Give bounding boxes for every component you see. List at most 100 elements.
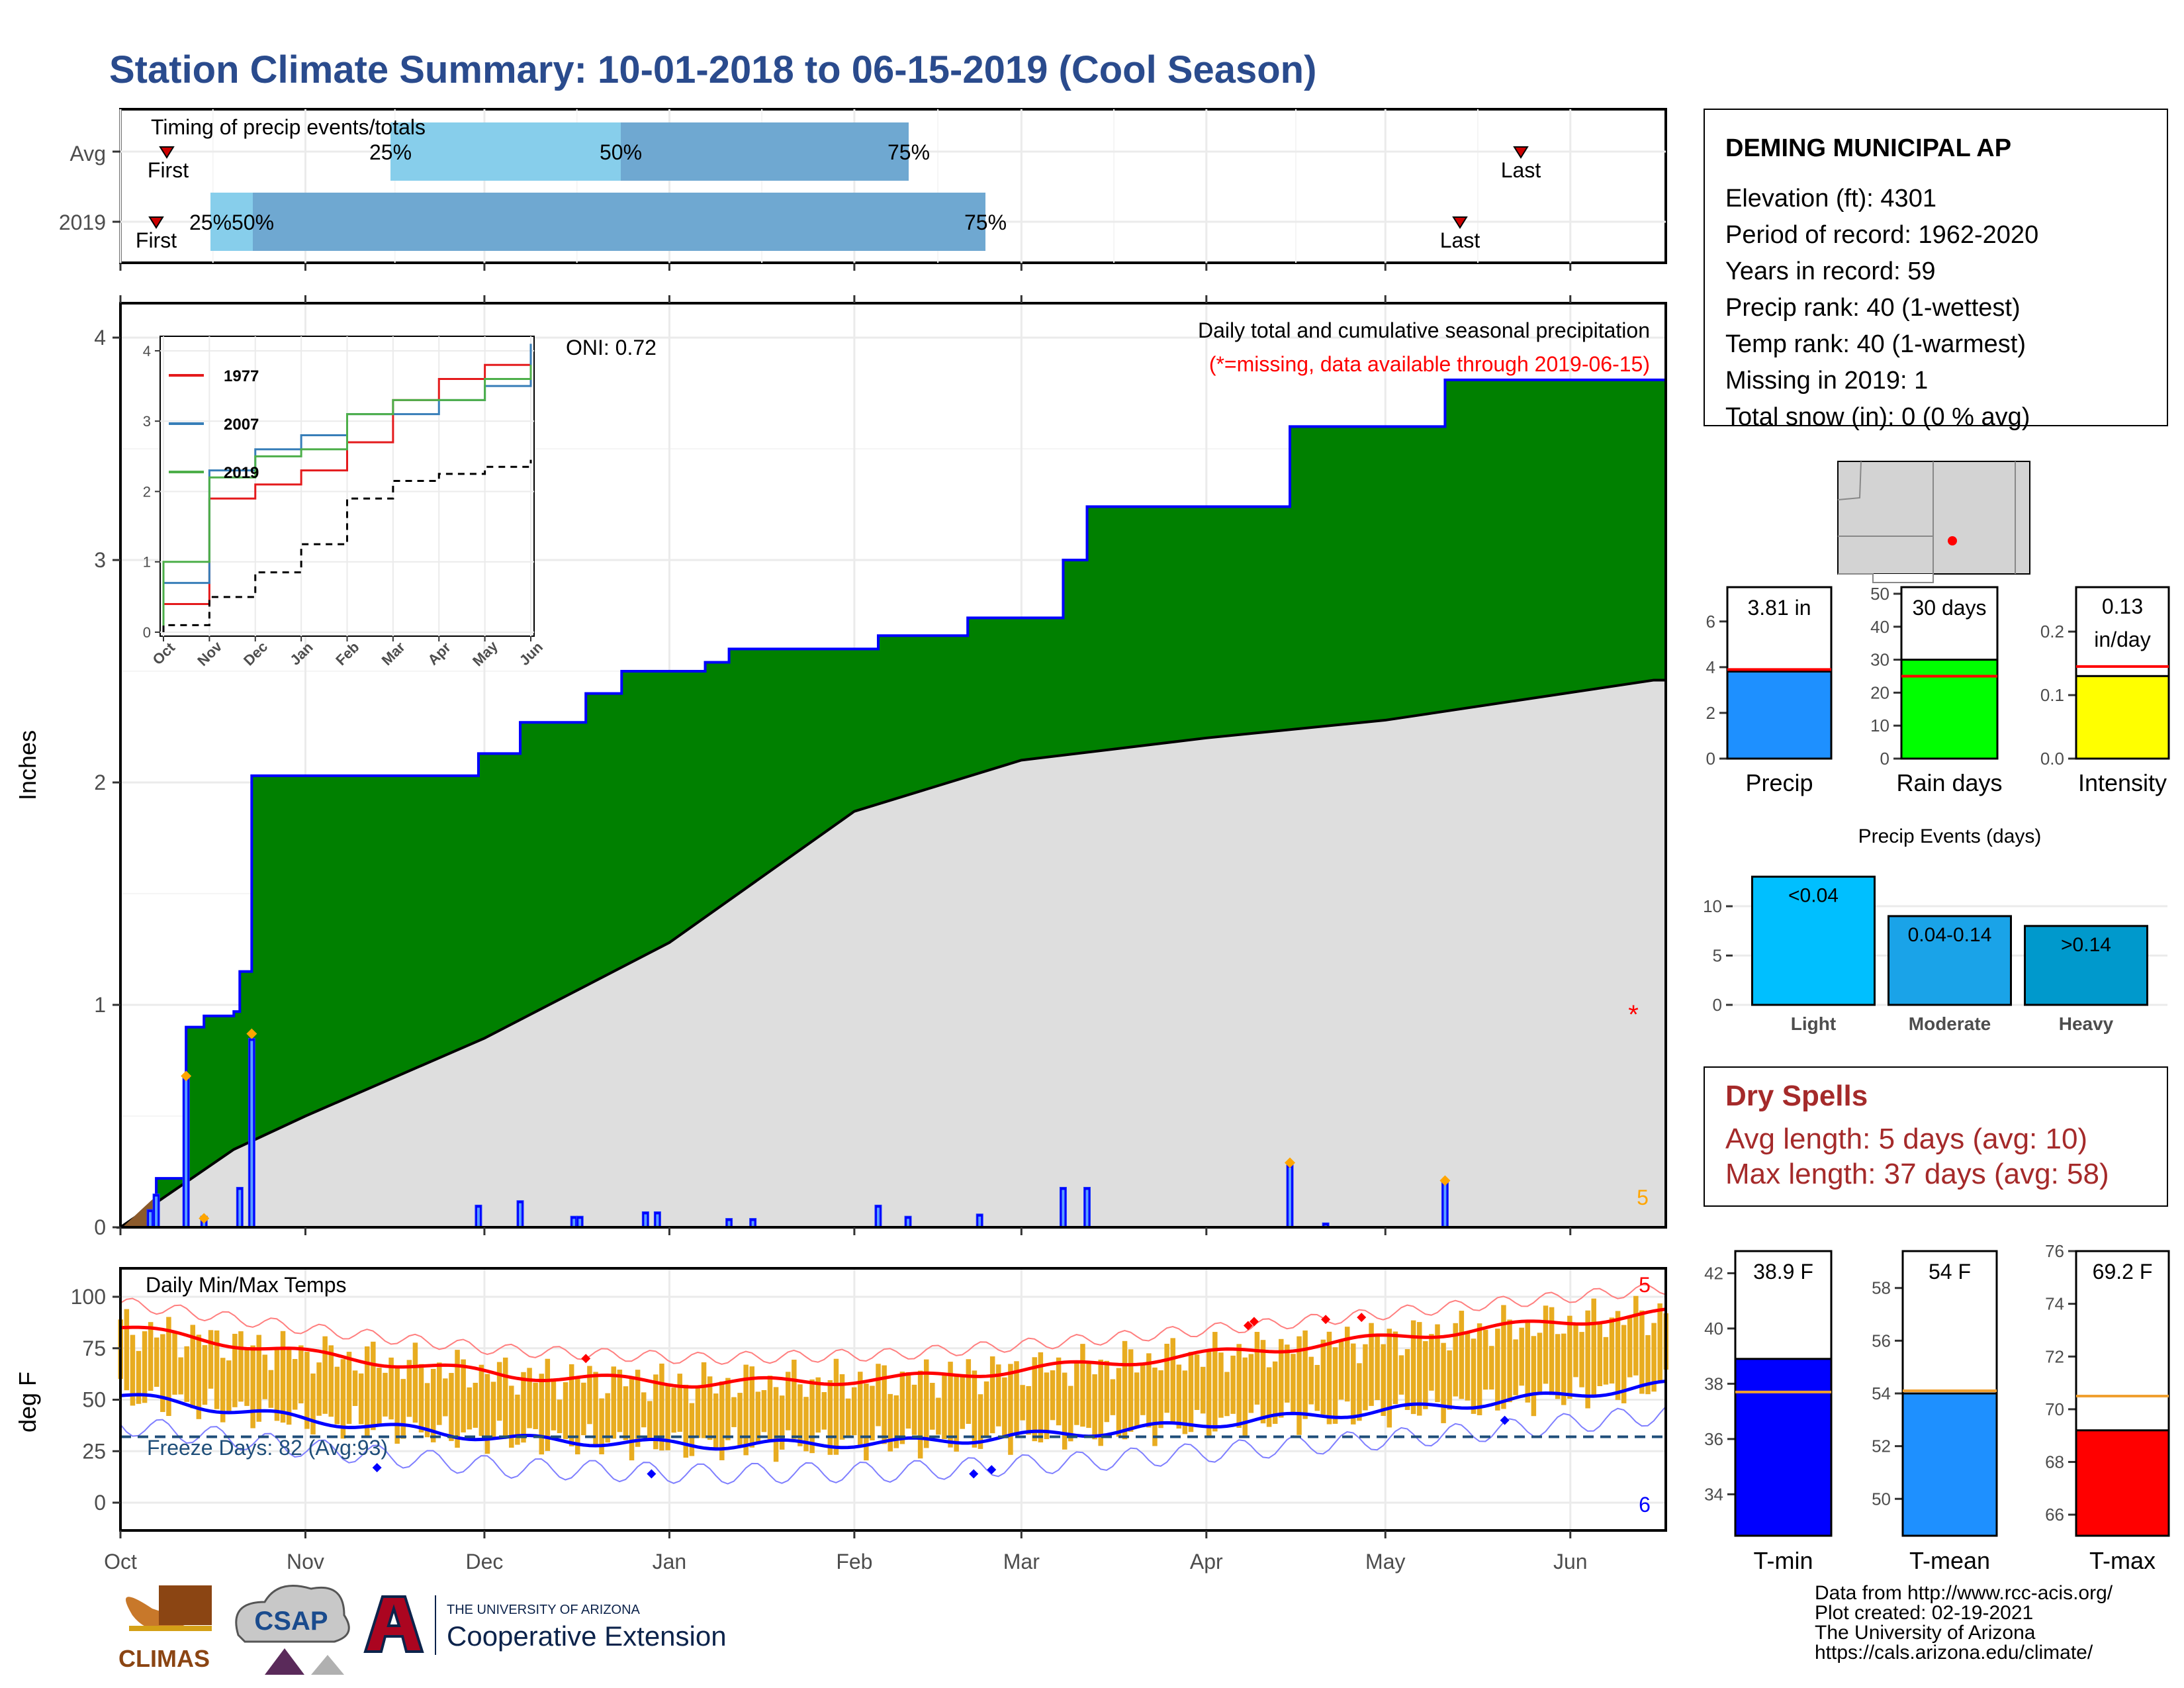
daily-temp-range-bar (1507, 1319, 1512, 1403)
daily-temp-range-bar (136, 1350, 142, 1404)
daily-temp-range-bar (1182, 1370, 1188, 1434)
events-y-tick-label: 0 (1713, 995, 1722, 1015)
daily-temp-range-bar (1302, 1330, 1308, 1419)
station-years: Years in record: 59 (1725, 258, 1936, 285)
max-record-count: 5 (1639, 1273, 1651, 1297)
daily-temp-range-bar (605, 1393, 610, 1443)
station-location-dot (1948, 536, 1957, 545)
temp-y-tick-label: 0 (94, 1491, 106, 1515)
daily-temp-range-bar (1657, 1303, 1662, 1383)
daily-temp-range-bar (1338, 1341, 1344, 1400)
daily-temp-range-bar (1639, 1310, 1645, 1394)
dry-spells-max: Max length: 37 days (avg: 58) (1725, 1158, 2109, 1190)
record-day-marker (199, 1213, 210, 1224)
daily-temp-range-bar (833, 1358, 839, 1455)
daily-temp-range-bar (1332, 1347, 1338, 1424)
daily-temp-range-bar (954, 1376, 959, 1452)
daily-temp-range-bar (1080, 1344, 1085, 1427)
daily-temp-range-bar (527, 1368, 532, 1429)
daily-temp-range-bar (1254, 1332, 1260, 1405)
daily-precip-bar-highlight (751, 1221, 754, 1226)
daily-temp-range-bar (1597, 1323, 1603, 1387)
daily-temp-range-bar (148, 1322, 154, 1391)
daily-temp-range-bar (725, 1378, 731, 1440)
station-info-box: DEMING MUNICIPAL AP Elevation (ft): 4301… (1704, 109, 2168, 431)
daily-temp-range-bar (617, 1370, 623, 1432)
daily-temp-range-bar (1176, 1364, 1182, 1429)
stat-value-bar (1734, 1358, 1833, 1537)
daily-temp-range-bar (166, 1317, 171, 1417)
daily-temp-range-bar (496, 1362, 502, 1421)
daily-temp-range-bar (478, 1364, 484, 1436)
freeze-days-label: Freeze Days: 82 (Avg:93) (147, 1436, 388, 1460)
stat-name-label: Rain days (1896, 769, 2002, 796)
daily-temp-range-bar (280, 1331, 286, 1423)
daily-temp-range-bar (1344, 1327, 1350, 1402)
avg-timing-bar-dark (621, 122, 909, 181)
daily-temp-range-bar (1410, 1320, 1416, 1415)
daily-temp-range-bar (960, 1376, 965, 1429)
daily-temp-range-bar (773, 1387, 779, 1462)
daily-temp-range-bar (377, 1368, 382, 1427)
daily-temp-range-bar (1627, 1316, 1633, 1378)
2019-first-marker (148, 216, 164, 229)
daily-temp-range-bar (178, 1357, 183, 1395)
daily-temp-range-bar (864, 1383, 869, 1461)
daily-temp-range-bar (719, 1381, 725, 1460)
stat-value-label: 69.2 F (2093, 1260, 2153, 1284)
daily-temp-range-bar (256, 1335, 261, 1422)
oni-value: ONI: 0.72 (566, 336, 657, 359)
daily-temp-range-bar (575, 1377, 580, 1455)
daily-temp-range-bar (1531, 1336, 1537, 1417)
stat-y-tick-label: 0.0 (2040, 749, 2064, 769)
avg-last-label: Last (1501, 158, 1541, 182)
daily-temp-range-bar (1056, 1357, 1062, 1426)
daily-temp-range-bar (1272, 1361, 1278, 1424)
daily-temp-range-bar (406, 1360, 412, 1417)
daily-temp-range-bar (1435, 1324, 1440, 1403)
stat-y-tick-label: 0.2 (2040, 622, 2064, 641)
stat-y-tick-label: 50 (1870, 584, 1889, 604)
daily-temp-range-bar (1158, 1370, 1163, 1429)
station-elevation: Elevation (ft): 4301 (1725, 185, 1936, 212)
daily-temp-range-bar (809, 1379, 815, 1454)
daily-temp-range-bar (1297, 1336, 1302, 1435)
daily-temp-range-bar (274, 1347, 280, 1421)
daily-temp-range-bar (876, 1364, 881, 1427)
stat-y-tick-label: 0 (1880, 749, 1889, 769)
daily-temp-range-bar (1098, 1359, 1103, 1446)
daily-temp-range-bar (827, 1380, 833, 1455)
daily-temp-range-bar (1188, 1352, 1194, 1432)
temp-x-tick-label: May (1365, 1550, 1405, 1573)
stat-y-tick-label: 40 (1870, 617, 1889, 637)
daily-temp-range-bar (1603, 1336, 1609, 1385)
daily-precip-bar-highlight (250, 1041, 253, 1226)
dry-spells-avg: Avg length: 5 days (avg: 10) (1725, 1123, 2087, 1155)
daily-temp-range-bar (1453, 1323, 1459, 1397)
station-temp-rank: Temp rank: 40 (1-warmest) (1725, 330, 2026, 358)
inset-y-tick-label: 1 (143, 554, 151, 571)
daily-temp-range-bar (130, 1335, 136, 1406)
daily-temp-range-bar (1416, 1322, 1422, 1416)
daily-temp-range-bar (1567, 1315, 1572, 1399)
events-title: Precip Events (days) (1858, 825, 2042, 847)
stat-y-tick-label: 0.1 (2040, 685, 2064, 705)
daily-temp-range-bar (707, 1376, 713, 1440)
record-low-marker (372, 1463, 382, 1473)
stat-y-tick-label: 38 (1704, 1374, 1723, 1393)
daily-temp-range-bar (1519, 1327, 1524, 1386)
daily-temp-range-bar (1206, 1349, 1212, 1438)
daily-temp-range-bar (1363, 1344, 1368, 1411)
event-bar-label: <0.04 (1788, 884, 1839, 906)
daily-temp-range-bar (1020, 1385, 1025, 1421)
daily-temp-range-bar (647, 1401, 653, 1440)
record-high-marker (581, 1354, 591, 1364)
daily-temp-range-bar (1008, 1364, 1013, 1455)
temp-x-tick-label: Dec (465, 1550, 503, 1573)
stat-value-bar (2075, 1429, 2170, 1537)
temp-y-axis-label: deg F (14, 1372, 41, 1432)
stat-y-tick-label: 0 (1706, 749, 1715, 769)
stat-name-label: Precip (1745, 769, 1813, 796)
daily-temp-range-bar (1236, 1344, 1242, 1428)
